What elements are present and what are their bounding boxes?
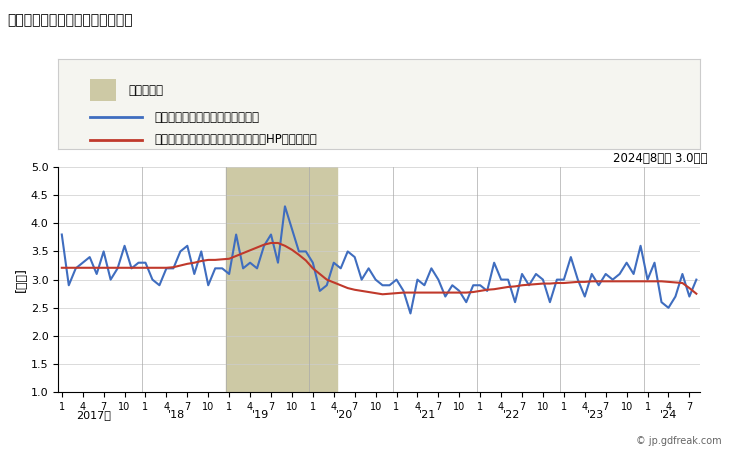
Text: 女性常用労働者の所定外労働時間: 女性常用労働者の所定外労働時間	[7, 14, 133, 28]
Bar	[226, 167, 338, 392]
Text: '22: '22	[503, 410, 521, 420]
Text: '24: '24	[660, 410, 677, 420]
Y-axis label: [時間]: [時間]	[15, 267, 28, 292]
Text: '21: '21	[419, 410, 437, 420]
Text: '18: '18	[168, 410, 185, 420]
Text: 女性常用労働者の所定外労働時間: 女性常用労働者の所定外労働時間	[155, 111, 260, 124]
Text: '23: '23	[587, 410, 604, 420]
Text: 景気後退期: 景気後退期	[129, 84, 164, 97]
FancyBboxPatch shape	[90, 79, 116, 101]
Text: '20: '20	[335, 410, 353, 420]
Text: © jp.gdfreak.com: © jp.gdfreak.com	[636, 437, 722, 446]
Text: '19: '19	[252, 410, 269, 420]
Text: 2024年8月： 3.0時間: 2024年8月： 3.0時間	[612, 152, 707, 165]
Text: 2017年: 2017年	[76, 410, 111, 420]
Text: 女性常用労働者の所定外労働時間（HPフィルタ）: 女性常用労働者の所定外労働時間（HPフィルタ）	[155, 133, 317, 146]
